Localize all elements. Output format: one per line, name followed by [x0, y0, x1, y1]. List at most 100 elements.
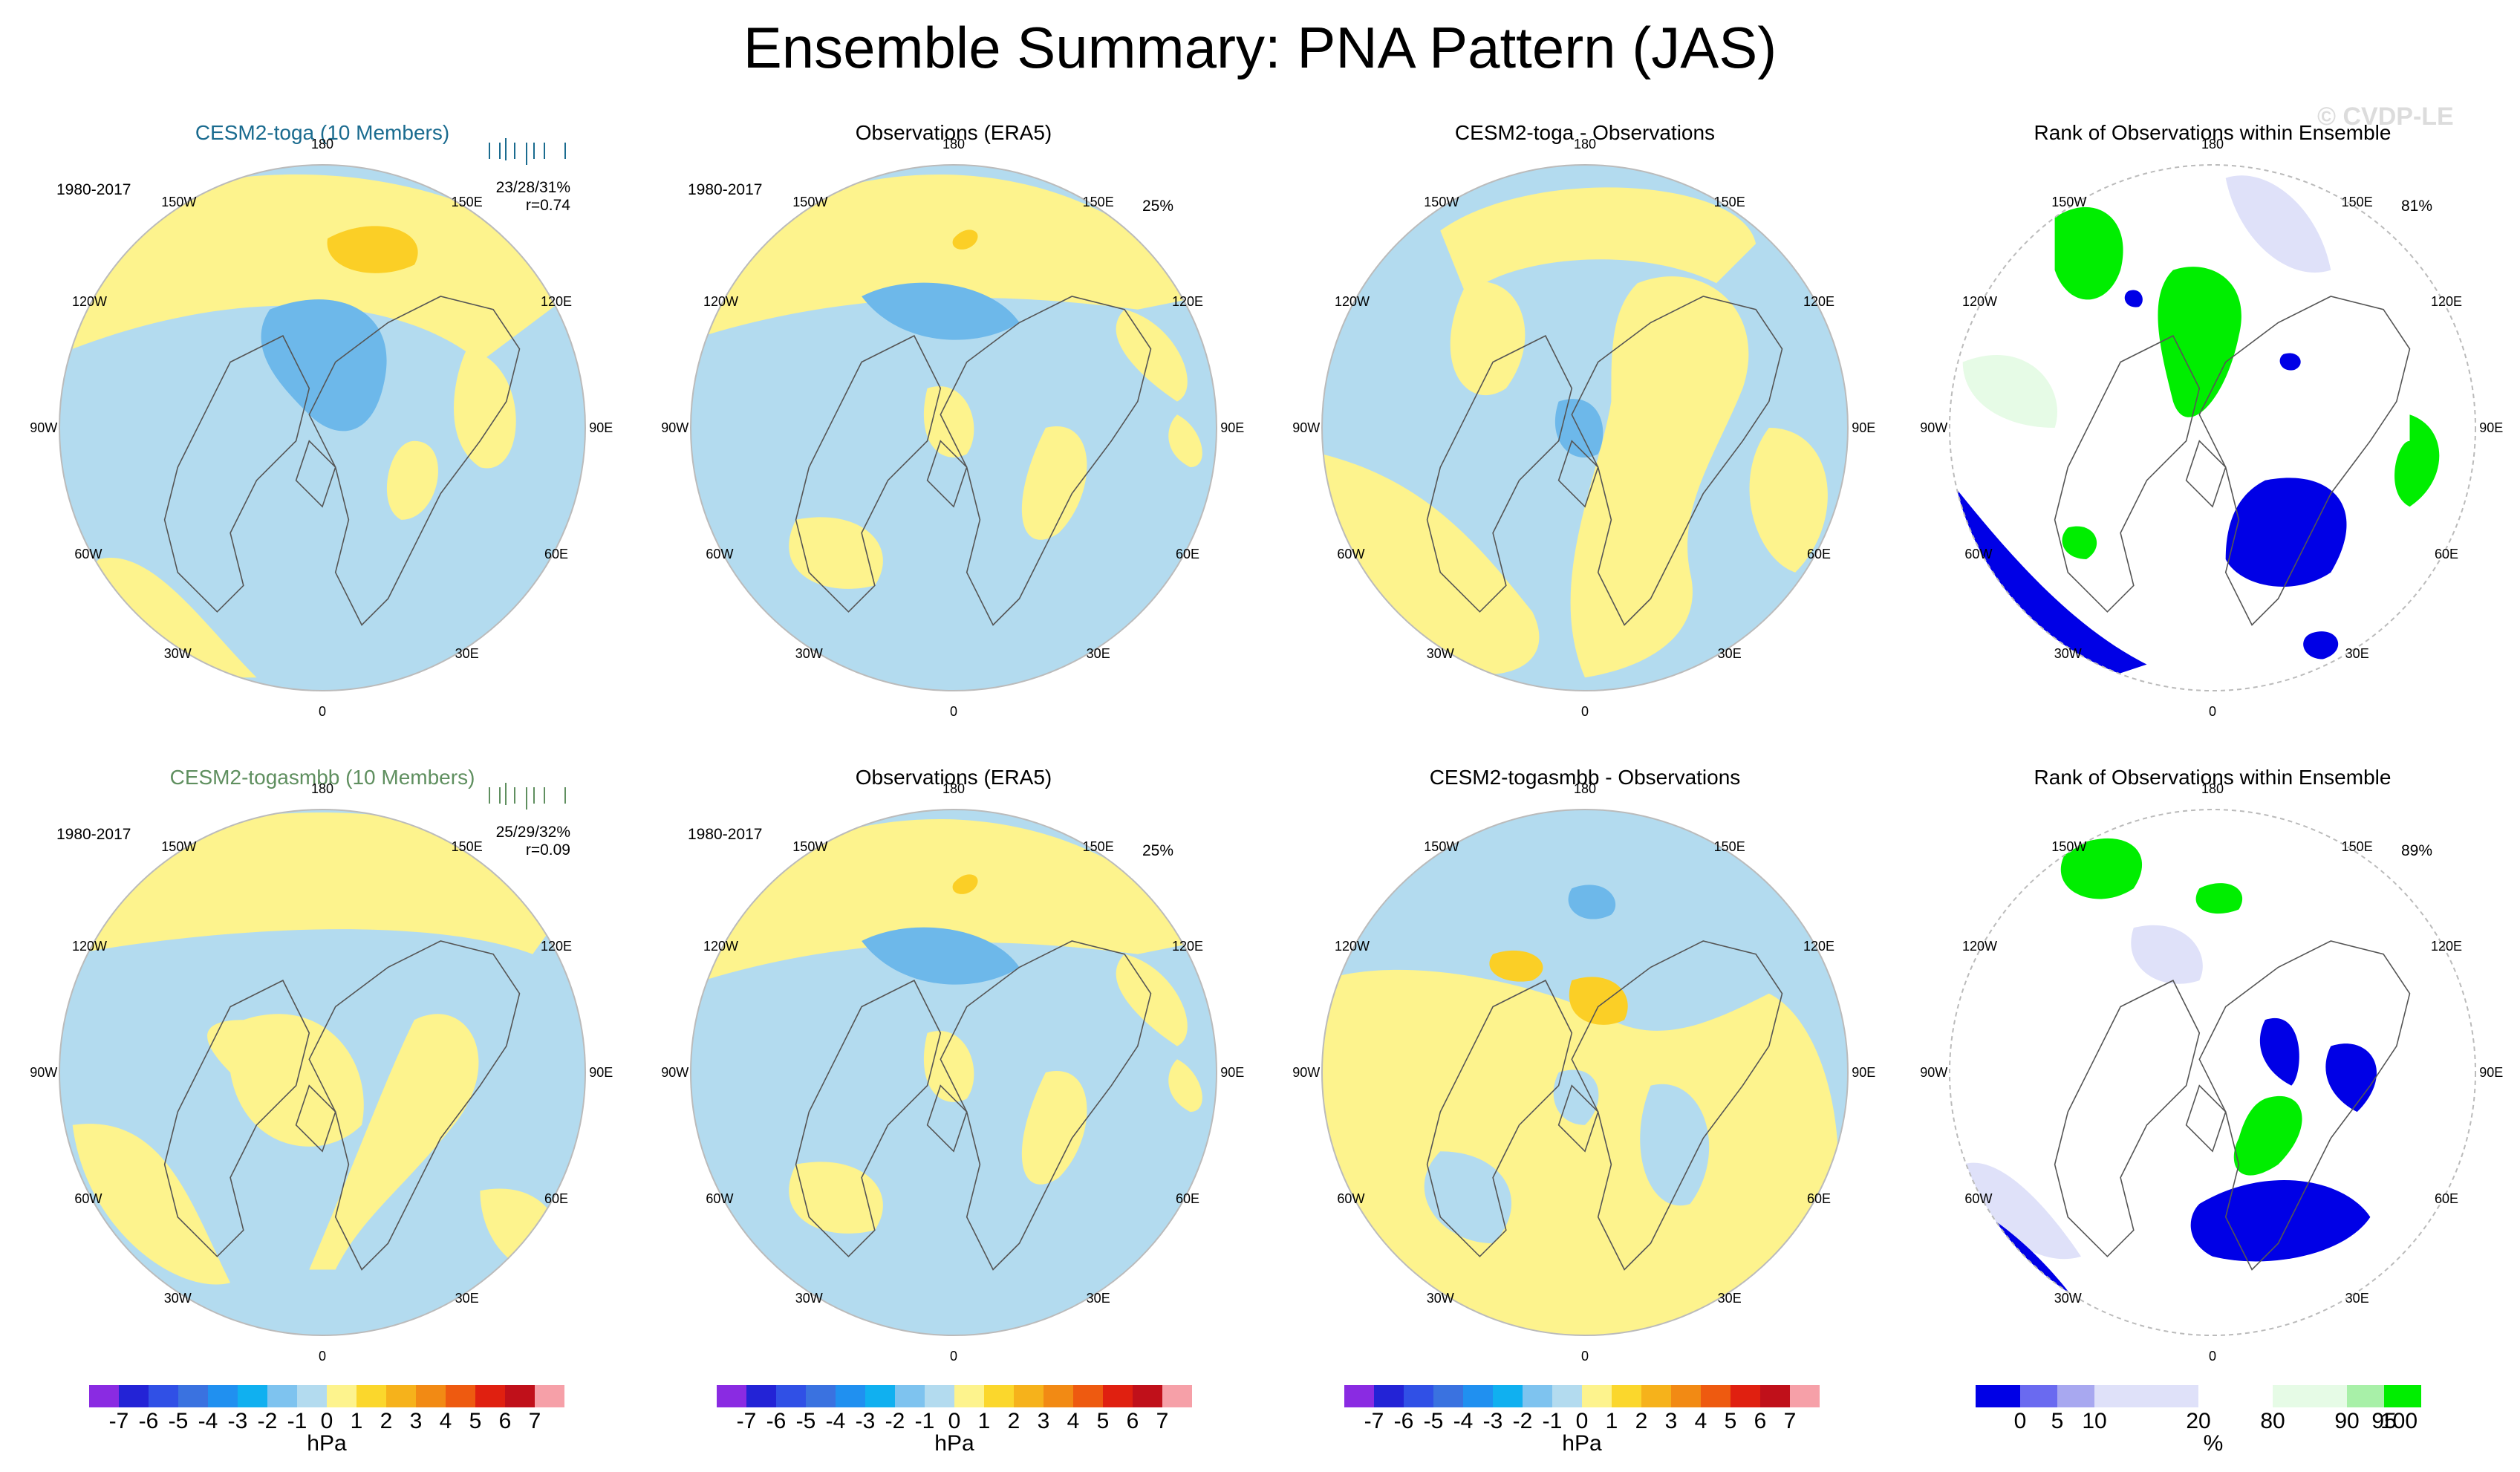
colorbar-unit: hPa [307, 1431, 347, 1456]
longitude-label: 90E [1220, 1065, 1245, 1080]
colorbar-swatch [208, 1385, 238, 1407]
member-tick [564, 143, 566, 159]
colorbar-tick-label: -4 [198, 1409, 218, 1433]
colorbar-tick-label: -2 [257, 1409, 278, 1433]
colorbar-swatch [89, 1385, 119, 1407]
longitude-label: 90E [1852, 1065, 1876, 1080]
field-region [1962, 1162, 2081, 1260]
colorbar-tick-label: 90 [2334, 1409, 2360, 1433]
map-border [59, 809, 586, 1336]
colorbar-hpa-0 [89, 1385, 564, 1407]
longitude-label: 60W [706, 1191, 734, 1206]
member-tick [533, 787, 535, 804]
field-region [327, 226, 418, 273]
coastline [1426, 335, 1573, 613]
field-region [1962, 354, 2057, 428]
longitude-label: 120W [1334, 294, 1370, 310]
longitude-label: 90E [2479, 1065, 2504, 1080]
field-region [91, 558, 257, 678]
rank-pct: 89% [2401, 842, 2433, 859]
colorbar-tick-label: 20 [2186, 1409, 2211, 1433]
longitude-label: 60W [74, 546, 102, 561]
colorbar-tick-label: -2 [1512, 1409, 1533, 1433]
longitude-label: 150W [1424, 838, 1459, 854]
colorbar-tick-label: 3 [1037, 1409, 1050, 1433]
rank-pct: 81% [2401, 198, 2433, 215]
longitude-label: 60W [74, 1191, 102, 1206]
diff-panel-title: CESM2-toga - Observations [1454, 121, 1716, 144]
longitude-label: 30W [1426, 1291, 1454, 1306]
colorbar-swatch [1582, 1385, 1612, 1407]
field-region [2225, 175, 2331, 273]
field-region [261, 299, 387, 431]
colorbar-swatch [776, 1385, 806, 1407]
longitude-label: 150W [2051, 194, 2087, 209]
longitude-label: 120W [703, 939, 738, 954]
colorbar-tick-label: 0 [2013, 1409, 2027, 1433]
field-region [862, 927, 1020, 985]
longitude-label: 90E [1852, 420, 1876, 435]
member-tick [514, 787, 515, 804]
longitude-label: 60E [544, 1191, 569, 1206]
watermark: © CVDP-LE [2317, 102, 2454, 131]
colorbar-swatch [954, 1385, 984, 1407]
member-tick [526, 787, 527, 810]
longitude-label: 90E [2479, 420, 2504, 435]
colorbar-tick-label: 2 [1635, 1409, 1648, 1433]
field-region [952, 229, 978, 250]
coastline [295, 440, 336, 508]
colorbar-swatch [984, 1385, 1014, 1407]
longitude-label: 120W [71, 294, 107, 310]
longitude-label: 180 [942, 781, 966, 796]
colorbar-tick-label: -5 [1423, 1409, 1444, 1433]
colorbar-swatch [2020, 1385, 2057, 1407]
polar-map-model0-0 [59, 164, 586, 691]
colorbar-swatch [178, 1385, 208, 1407]
polar-map-diff0-0 [1321, 164, 1849, 691]
colorbar-swatch [386, 1385, 416, 1407]
obs-period: 1980-2017 [688, 181, 763, 198]
model-stats-r: r=0.09 [525, 841, 570, 859]
longitude-label: 30W [163, 1291, 192, 1306]
colorbar-tick-label: -7 [1364, 1409, 1384, 1433]
longitude-label: 150W [161, 838, 197, 854]
coastline [795, 980, 942, 1257]
coastline [1571, 296, 1783, 626]
longitude-label: 120E [2431, 294, 2463, 310]
longitude-label: 150E [451, 194, 483, 209]
longitude-label: 120E [541, 939, 573, 954]
field-region [1424, 1151, 1512, 1244]
colorbar-swatch [1463, 1385, 1493, 1407]
longitude-label: 30W [2054, 646, 2082, 662]
field-region [1950, 480, 2147, 678]
longitude-label: 30E [1086, 1291, 1110, 1306]
colorbar-hpa-1 [717, 1385, 1192, 1407]
longitude-label: 90W [661, 1065, 689, 1080]
field-region [1569, 977, 1628, 1025]
colorbar-tick-label: 100 [2380, 1409, 2418, 1433]
field-region [1749, 428, 1828, 573]
longitude-label: 0 [318, 1349, 326, 1364]
field-region [386, 440, 438, 520]
field-region [691, 174, 1204, 336]
colorbar-tick-label: 2 [1007, 1409, 1020, 1433]
longitude-label: 60E [1807, 1191, 1832, 1206]
field-region [2190, 1179, 2371, 1262]
colorbar-swatch [2347, 1385, 2384, 1407]
colorbar-tick-label: -5 [795, 1409, 816, 1433]
field-region [2225, 478, 2347, 587]
obs-panel-title: Observations (ERA5) [855, 766, 1052, 789]
colorbar-swatch [2384, 1385, 2421, 1407]
colorbar-swatch [1552, 1385, 1582, 1407]
longitude-label: 120W [703, 294, 738, 310]
colorbar-tick-label: 95 [2371, 1409, 2397, 1433]
longitude-label: 0 [2208, 704, 2216, 720]
coastline [1557, 1084, 1599, 1153]
colorbar-tick-label: 1 [1605, 1409, 1618, 1433]
longitude-label: 0 [318, 704, 326, 720]
colorbar-tick-label: 6 [1754, 1409, 1767, 1433]
coastline [308, 940, 521, 1271]
field-region [1640, 1084, 1710, 1206]
member-tick [489, 143, 490, 159]
field-region [59, 812, 580, 954]
